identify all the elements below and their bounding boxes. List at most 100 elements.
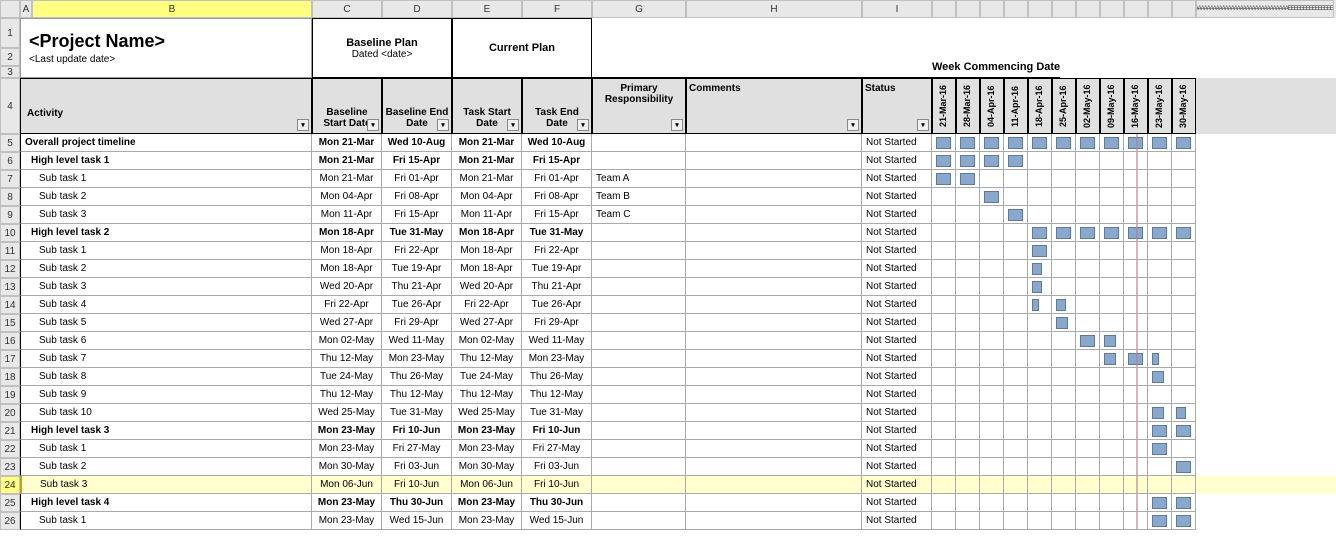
gantt-cell[interactable] (1004, 368, 1028, 386)
gantt-cell[interactable] (1148, 314, 1172, 332)
primary-cell[interactable] (592, 350, 686, 368)
gantt-cell[interactable] (1052, 458, 1076, 476)
gantt-cell[interactable] (1172, 512, 1196, 530)
gantt-cell[interactable] (1028, 368, 1052, 386)
gantt-cell[interactable] (1124, 332, 1148, 350)
gantt-cell[interactable] (1028, 206, 1052, 224)
row-number[interactable]: 17 (0, 350, 20, 368)
status-cell[interactable]: Not Started (862, 476, 932, 494)
gantt-cell[interactable] (1076, 296, 1100, 314)
gantt-cell[interactable] (1100, 134, 1124, 152)
gantt-cell[interactable] (1052, 476, 1076, 494)
gantt-cell[interactable] (1124, 296, 1148, 314)
date-cell[interactable]: Fri 22-Apr (382, 242, 452, 260)
date-cell[interactable]: Mon 18-Apr (452, 242, 522, 260)
gantt-cell[interactable] (1004, 296, 1028, 314)
col-letter[interactable]: F (522, 0, 592, 18)
gantt-cell[interactable] (1148, 440, 1172, 458)
gantt-cell[interactable] (980, 458, 1004, 476)
gantt-cell[interactable] (1100, 512, 1124, 530)
gantt-cell[interactable] (980, 350, 1004, 368)
date-cell[interactable]: Fri 29-Apr (382, 314, 452, 332)
gantt-cell[interactable] (980, 242, 1004, 260)
gantt-cell[interactable] (980, 134, 1004, 152)
gantt-cell[interactable] (956, 224, 980, 242)
primary-cell[interactable] (592, 440, 686, 458)
date-cell[interactable]: Fri 27-May (382, 440, 452, 458)
gantt-cell[interactable] (932, 260, 956, 278)
date-cell[interactable]: Wed 20-Apr (452, 278, 522, 296)
gantt-cell[interactable] (980, 332, 1004, 350)
week-date-header[interactable]: 11-Apr-16 (1004, 78, 1028, 134)
date-cell[interactable]: Mon 21-Mar (312, 134, 382, 152)
gantt-cell[interactable] (1004, 422, 1028, 440)
date-cell[interactable]: Thu 21-Apr (382, 278, 452, 296)
row-number[interactable]: 18 (0, 368, 20, 386)
gantt-cell[interactable] (1172, 458, 1196, 476)
gantt-cell[interactable] (1148, 386, 1172, 404)
gantt-cell[interactable] (980, 440, 1004, 458)
date-cell[interactable]: Mon 02-May (452, 332, 522, 350)
gantt-cell[interactable] (956, 332, 980, 350)
gantt-cell[interactable] (932, 386, 956, 404)
gantt-cell[interactable] (1052, 314, 1076, 332)
gantt-cell[interactable] (1148, 188, 1172, 206)
gantt-cell[interactable] (1052, 224, 1076, 242)
primary-cell[interactable] (592, 422, 686, 440)
date-cell[interactable]: Mon 23-May (312, 494, 382, 512)
comments-cell[interactable] (686, 494, 862, 512)
comments-cell[interactable] (686, 188, 862, 206)
gantt-cell[interactable] (1076, 134, 1100, 152)
gantt-cell[interactable] (1172, 350, 1196, 368)
table-row[interactable]: Sub task 1Mon 23-MayFri 27-MayMon 23-May… (20, 440, 1336, 458)
date-cell[interactable]: Mon 23-May (452, 440, 522, 458)
row-number[interactable]: 23 (0, 458, 20, 476)
gantt-cell[interactable] (1124, 494, 1148, 512)
activity-cell[interactable]: Sub task 10 (20, 404, 312, 422)
gantt-cell[interactable] (932, 476, 956, 494)
row-number[interactable]: 8 (0, 188, 20, 206)
gantt-cell[interactable] (1172, 206, 1196, 224)
date-cell[interactable]: Wed 27-Apr (312, 314, 382, 332)
week-date-header[interactable]: 16-May-16 (1124, 78, 1148, 134)
gantt-cell[interactable] (1004, 170, 1028, 188)
gantt-cell[interactable] (1076, 350, 1100, 368)
filter-dropdown-icon[interactable]: ▾ (367, 119, 379, 131)
activity-cell[interactable]: Sub task 6 (20, 332, 312, 350)
date-cell[interactable]: Mon 06-Jun (452, 476, 522, 494)
week-date-header[interactable]: 02-May-16 (1076, 78, 1100, 134)
comments-cell[interactable] (686, 296, 862, 314)
comments-cell[interactable] (686, 386, 862, 404)
gantt-cell[interactable] (980, 170, 1004, 188)
gantt-cell[interactable] (1124, 512, 1148, 530)
activity-cell[interactable]: Sub task 2 (20, 260, 312, 278)
date-cell[interactable]: Thu 12-May (522, 386, 592, 404)
comments-cell[interactable] (686, 242, 862, 260)
gantt-cell[interactable] (1124, 422, 1148, 440)
gantt-cell[interactable] (1100, 368, 1124, 386)
date-cell[interactable]: Fri 10-Jun (522, 422, 592, 440)
gantt-cell[interactable] (1004, 260, 1028, 278)
gantt-cell[interactable] (1148, 296, 1172, 314)
date-cell[interactable]: Fri 15-Apr (382, 206, 452, 224)
row-number[interactable]: 12 (0, 260, 20, 278)
table-row[interactable]: Sub task 1Mon 23-MayWed 15-JunMon 23-May… (20, 512, 1336, 530)
gantt-cell[interactable] (1148, 458, 1172, 476)
date-cell[interactable]: Wed 15-Jun (382, 512, 452, 530)
col-letter[interactable]: D (382, 0, 452, 18)
gantt-cell[interactable] (1004, 404, 1028, 422)
row-number[interactable]: 21 (0, 422, 20, 440)
gantt-cell[interactable] (956, 170, 980, 188)
comments-cell[interactable] (686, 314, 862, 332)
gantt-cell[interactable] (1028, 386, 1052, 404)
activity-cell[interactable]: Sub task 4 (20, 296, 312, 314)
comments-cell[interactable] (686, 152, 862, 170)
gantt-cell[interactable] (956, 386, 980, 404)
col-letter[interactable]: H (686, 0, 862, 18)
col-letter[interactable] (1100, 0, 1124, 18)
gantt-cell[interactable] (956, 134, 980, 152)
activity-cell[interactable]: Sub task 2 (20, 188, 312, 206)
date-cell[interactable]: Mon 23-May (452, 494, 522, 512)
gantt-cell[interactable] (1148, 152, 1172, 170)
gantt-cell[interactable] (1148, 170, 1172, 188)
